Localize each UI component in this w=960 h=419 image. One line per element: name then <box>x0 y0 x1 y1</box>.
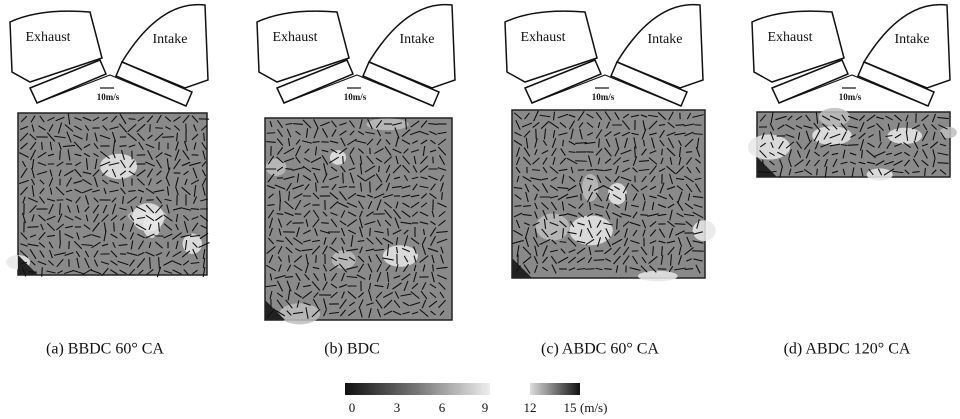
field-highlight <box>940 127 957 138</box>
vector <box>554 212 555 219</box>
vector <box>594 260 605 261</box>
vector <box>267 133 275 134</box>
panel-caption: (b) BDC <box>324 341 380 358</box>
field-highlight <box>888 128 923 144</box>
vector <box>532 170 540 171</box>
vector <box>27 227 38 228</box>
vector <box>763 160 764 166</box>
vector <box>626 194 627 201</box>
vector <box>87 133 88 140</box>
scale-label: 10m/s <box>97 92 120 102</box>
vector <box>640 215 648 216</box>
vector <box>569 152 576 153</box>
vector <box>662 246 663 256</box>
vector <box>150 257 151 269</box>
vector <box>937 163 948 164</box>
vector <box>817 169 818 176</box>
intake-label: Intake <box>153 32 188 47</box>
vector <box>114 222 115 231</box>
vector <box>42 267 43 276</box>
vector <box>379 166 380 172</box>
vector <box>585 269 594 270</box>
exhaust-label: Exhaust <box>520 30 565 45</box>
intake-label: Intake <box>895 32 930 47</box>
vector <box>388 228 389 235</box>
panel-caption: (c) ABDC 60° CA <box>541 341 659 358</box>
vector <box>370 228 371 236</box>
exhaust-label: Exhaust <box>272 30 317 45</box>
vector <box>343 156 344 164</box>
colorbar-low <box>345 383 490 395</box>
vector <box>560 242 567 243</box>
vector <box>316 255 317 263</box>
vector <box>129 119 136 120</box>
vector <box>343 173 344 184</box>
panel-caption: (d) ABDC 120° CA <box>784 341 911 358</box>
vector <box>289 255 290 262</box>
vector <box>277 214 284 215</box>
vector <box>575 161 587 162</box>
vector <box>370 181 371 192</box>
scale-label: 10m/s <box>344 92 367 102</box>
vector <box>442 192 443 200</box>
vector <box>662 149 663 155</box>
vector <box>676 125 685 126</box>
colorbar-unit: (m/s) <box>580 400 607 415</box>
vector <box>150 124 151 132</box>
vector <box>69 241 70 249</box>
vector <box>599 138 600 147</box>
colorbar-tick-label: 15 <box>564 400 577 415</box>
exhaust-label: Exhaust <box>767 30 812 45</box>
vector <box>925 168 926 176</box>
field-highlight <box>693 220 716 241</box>
colorbar-tick-label: 9 <box>482 400 489 415</box>
vector <box>280 199 281 210</box>
colorbar-tick-label: 12 <box>524 400 537 415</box>
vector <box>617 219 618 230</box>
field-highlight <box>536 214 569 241</box>
field-highlight <box>638 271 678 282</box>
scale-label: 10m/s <box>839 92 862 102</box>
vector <box>907 122 908 132</box>
exhaust-label: Exhaust <box>25 30 70 45</box>
vector <box>686 152 692 153</box>
field-highlight <box>279 303 320 324</box>
intake-label: Intake <box>400 32 435 47</box>
figure: Exhaust Intake 10m/s (a) BBDC 60° CA Exhaust… <box>0 0 960 419</box>
colorbar-tick-label: 3 <box>394 400 401 415</box>
colorbar-high <box>530 383 580 395</box>
vector <box>848 145 859 146</box>
vector <box>321 223 329 224</box>
intake-label: Intake <box>648 32 683 47</box>
vector <box>162 137 174 138</box>
vector <box>693 134 703 135</box>
vector <box>60 150 61 160</box>
scale-label: 10m/s <box>592 92 615 102</box>
field-highlight <box>608 183 627 205</box>
colorbar-tick-label: 0 <box>349 400 356 415</box>
vector <box>433 265 434 272</box>
panel-caption: (a) BBDC 60° CA <box>46 341 164 358</box>
vector <box>675 224 686 225</box>
field-highlight <box>266 159 287 176</box>
colorbar-tick-label: 6 <box>439 400 446 415</box>
vector <box>42 142 43 150</box>
vector <box>514 206 521 207</box>
